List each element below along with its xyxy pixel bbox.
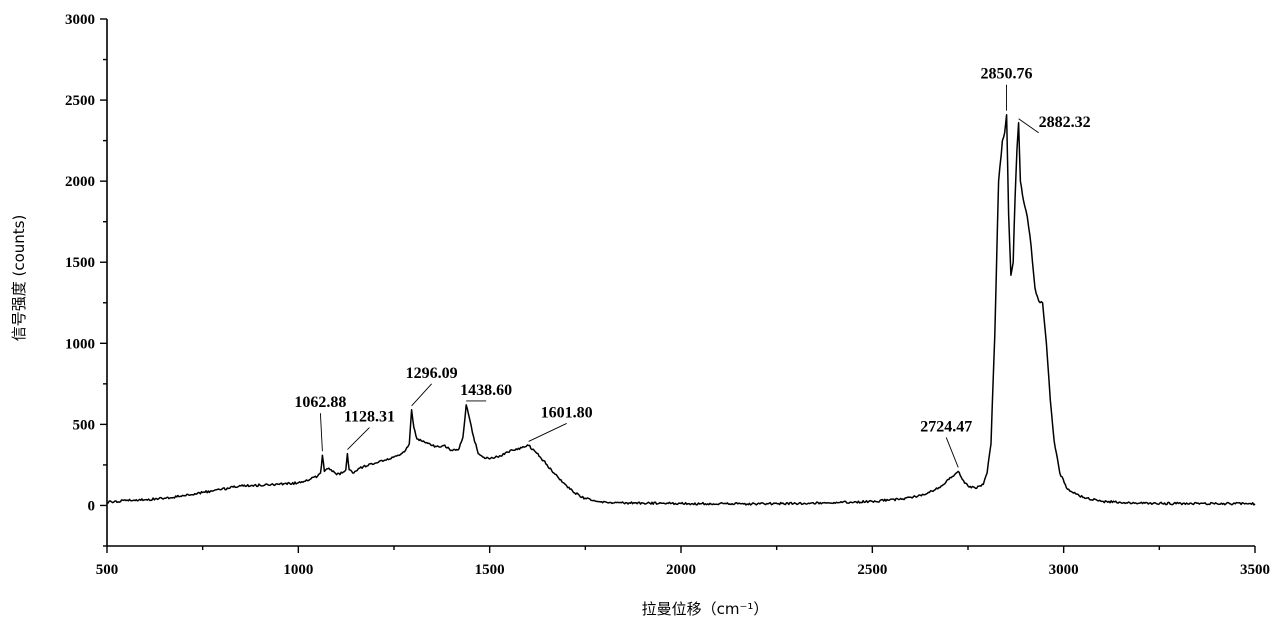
peak-leader-1128.31 bbox=[347, 427, 370, 450]
peak-label-1296.09: 1296.09 bbox=[406, 365, 458, 382]
x-tick-label-2000: 2000 bbox=[666, 562, 696, 578]
spectrum-series-0 bbox=[106, 113, 1256, 506]
peak-label-1128.31: 1128.31 bbox=[344, 409, 395, 426]
x-tick-label-1500: 1500 bbox=[475, 562, 505, 578]
tick-labels: 500 1000 1500 2000 2500 3000 3500 0 500 1000 1500 2… bbox=[65, 12, 1270, 578]
peak-leader-1601.80 bbox=[528, 423, 567, 442]
x-tick-label-500: 500 bbox=[96, 562, 119, 578]
y-tick-label-1000: 1000 bbox=[65, 336, 95, 352]
peak-label-1601.80: 1601.80 bbox=[541, 404, 593, 421]
y-tick-label-0: 0 bbox=[88, 498, 96, 514]
peak-leader-1296.09 bbox=[411, 383, 432, 407]
y-tick-label-3000: 3000 bbox=[65, 12, 95, 28]
peak-leader-2882.32 bbox=[1018, 118, 1039, 134]
peak-label-1062.88: 1062.88 bbox=[294, 394, 346, 411]
series-layer bbox=[106, 113, 1256, 506]
peak-label-1438.60: 1438.60 bbox=[460, 382, 512, 399]
ticks bbox=[100, 18, 1256, 553]
peak-leader-1062.88 bbox=[319, 413, 323, 452]
y-tick-label-2500: 2500 bbox=[65, 93, 95, 109]
peak-label-2882.32: 2882.32 bbox=[1039, 114, 1091, 131]
peak-label-2850.76: 2850.76 bbox=[981, 66, 1033, 83]
x-tick-label-3500: 3500 bbox=[1240, 562, 1270, 578]
peak-label-2724.47: 2724.47 bbox=[920, 418, 972, 435]
axes bbox=[106, 19, 1255, 547]
x-axis-title: 拉曼位移（cm⁻¹） bbox=[642, 600, 769, 618]
y-axis-title: 信号强度 (counts) bbox=[10, 215, 28, 342]
x-tick-label-3000: 3000 bbox=[1049, 562, 1079, 578]
y-tick-label-1500: 1500 bbox=[65, 255, 95, 271]
y-tick-label-2000: 2000 bbox=[65, 174, 95, 190]
x-tick-label-2500: 2500 bbox=[857, 562, 887, 578]
y-tick-label-500: 500 bbox=[73, 417, 96, 433]
x-tick-label-1000: 1000 bbox=[283, 562, 313, 578]
peak-leader-2724.47 bbox=[945, 437, 959, 468]
